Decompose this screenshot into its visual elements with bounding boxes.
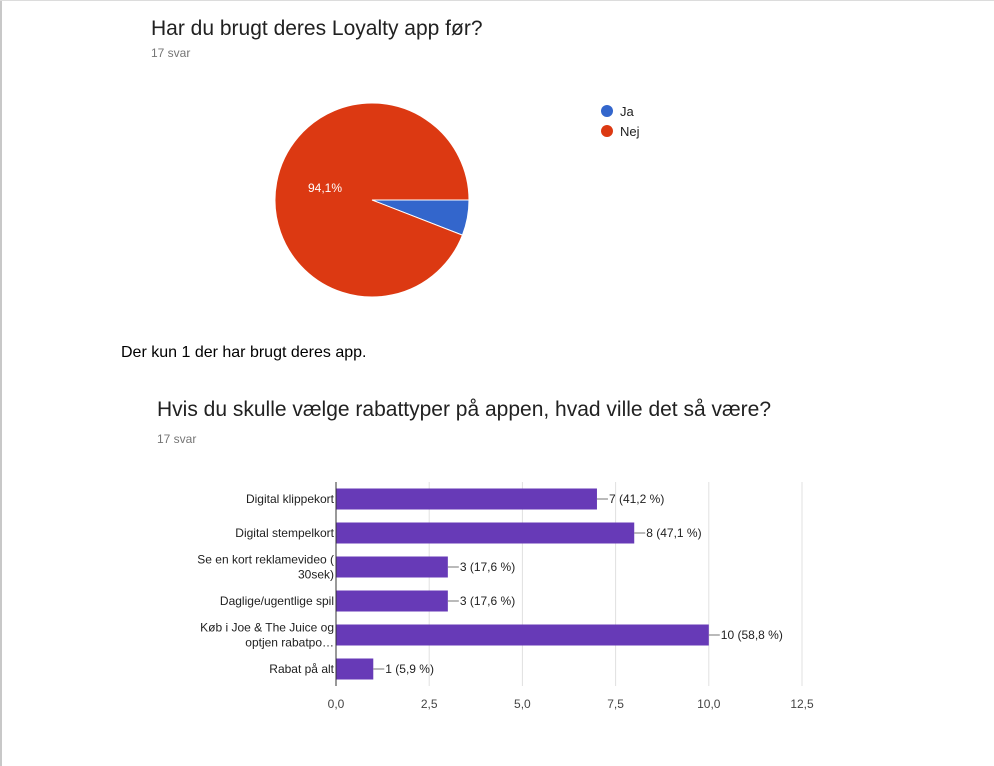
x-tick-label: 2,5 (421, 697, 438, 711)
bar[interactable] (336, 590, 448, 612)
bar[interactable] (336, 658, 374, 680)
bar[interactable] (336, 522, 635, 544)
bar-value-label: 3 (17,6 %) (460, 594, 515, 608)
category-label: Digital klippekort (246, 492, 335, 506)
legend-label: Ja (620, 103, 634, 119)
question-1-response-count: 17 svar (151, 46, 191, 60)
category-label: Daglige/ugentlige spil (220, 594, 334, 608)
category-label: Digital stempelkort (235, 526, 334, 540)
bar-value-label: 10 (58,8 %) (721, 628, 783, 642)
left-border (0, 0, 2, 766)
x-tick-label: 7,5 (607, 697, 624, 711)
x-tick-label: 5,0 (514, 697, 531, 711)
pie-legend: Ja Nej (601, 101, 640, 141)
question-2-response-count: 17 svar (157, 432, 197, 446)
legend-dot-icon (601, 125, 613, 137)
category-label: Køb i Joe & The Juice og optjen rabatpo… (200, 621, 334, 650)
x-tick-label: 0,0 (328, 697, 345, 711)
bar-value-label: 3 (17,6 %) (460, 560, 515, 574)
bar[interactable] (336, 556, 448, 578)
x-tick-label: 12,5 (790, 697, 814, 711)
legend-label: Nej (620, 123, 640, 139)
category-label: Rabat på alt (269, 662, 334, 676)
bar-value-label: 7 (41,2 %) (609, 492, 664, 506)
bar-value-label: 1 (5,9 %) (385, 662, 434, 676)
pie-slice-nej[interactable] (274, 102, 470, 298)
question-1-title: Har du brugt deres Loyalty app før? (151, 17, 483, 40)
bar-value-label: 8 (47,1 %) (646, 526, 701, 540)
legend-dot-icon (601, 105, 613, 117)
bar[interactable] (336, 624, 709, 646)
top-border (0, 0, 994, 1)
x-tick-label: 10,0 (697, 697, 721, 711)
pie-slice-data-label: 94,1% (308, 181, 342, 195)
legend-item-ja[interactable]: Ja (601, 101, 640, 121)
note-text: Der kun 1 der har brugt deres app. (121, 344, 367, 361)
question-2-title: Hvis du skulle vælge rabattyper på appen… (157, 398, 772, 421)
legend-item-nej[interactable]: Nej (601, 121, 640, 141)
bar[interactable] (336, 488, 597, 510)
category-label: Se en kort reklamevideo (30sek) (197, 553, 334, 582)
